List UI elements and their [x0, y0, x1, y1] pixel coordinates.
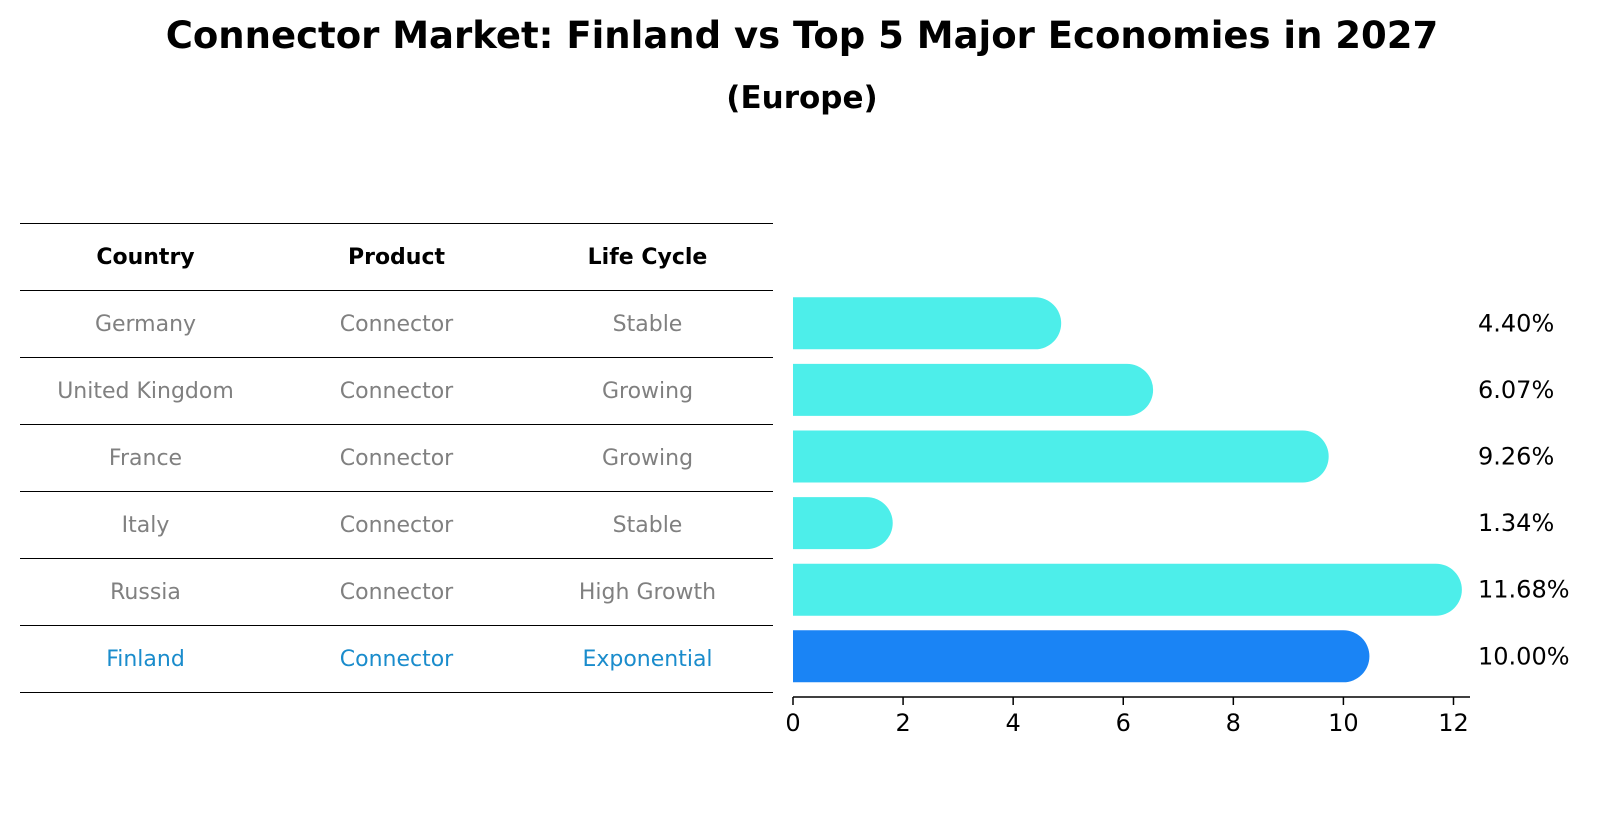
bar-france	[793, 430, 1329, 483]
x-tick-label: 8	[1226, 709, 1241, 737]
cell-product: Connector	[271, 424, 522, 492]
x-tick-label: 2	[895, 709, 910, 737]
country-table: Country Product Life Cycle Germany Conne…	[20, 223, 773, 693]
cell-product: Connector	[271, 625, 522, 693]
chart-title: Connector Market: Finland vs Top 5 Major…	[165, 14, 1439, 57]
chart-subtitle: (Europe)	[726, 80, 878, 116]
cell-life-cycle: High Growth	[522, 558, 773, 626]
cell-product: Connector	[271, 491, 522, 559]
bar-finland	[793, 630, 1370, 683]
cell-country: France	[20, 424, 271, 492]
cell-country: Germany	[20, 290, 271, 358]
cell-life-cycle: Growing	[522, 424, 773, 492]
bar-russia	[793, 563, 1462, 616]
table-row: Russia Connector High Growth	[20, 558, 773, 626]
x-tick-label: 6	[1116, 709, 1131, 737]
cell-product: Connector	[271, 357, 522, 425]
cell-country: Italy	[20, 491, 271, 559]
x-tick-label: 12	[1438, 709, 1469, 737]
value-label-germany: 4.40%	[1478, 309, 1554, 337]
value-label-united-kingdom: 6.07%	[1478, 376, 1554, 404]
x-tick-label: 0	[785, 709, 800, 737]
cell-country: Russia	[20, 558, 271, 626]
table-row: France Connector Growing	[20, 424, 773, 492]
table-header-row: Country Product Life Cycle	[20, 223, 773, 291]
column-header-product: Product	[271, 223, 522, 291]
cell-life-cycle: Exponential	[522, 625, 773, 693]
cell-product: Connector	[271, 558, 522, 626]
cell-product: Connector	[271, 290, 522, 358]
cell-country: Finland	[20, 625, 271, 693]
bar-germany	[793, 297, 1062, 350]
column-header-country: Country	[20, 223, 271, 291]
x-tick-label: 10	[1328, 709, 1359, 737]
bar-united-kingdom	[793, 363, 1154, 416]
table-row: United Kingdom Connector Growing	[20, 357, 773, 425]
table-row: Germany Connector Stable	[20, 290, 773, 358]
cell-life-cycle: Growing	[522, 357, 773, 425]
table-row-highlight: Finland Connector Exponential	[20, 625, 773, 693]
cell-country: United Kingdom	[20, 357, 271, 425]
column-header-life-cycle: Life Cycle	[522, 223, 773, 291]
value-label-russia: 11.68%	[1478, 576, 1570, 604]
bar-italy	[793, 497, 893, 550]
value-label-france: 9.26%	[1478, 443, 1554, 471]
x-tick-label: 4	[1006, 709, 1021, 737]
cell-life-cycle: Stable	[522, 290, 773, 358]
value-label-finland: 10.00%	[1478, 642, 1570, 670]
table-row: Italy Connector Stable	[20, 491, 773, 559]
value-label-italy: 1.34%	[1478, 509, 1554, 537]
cell-life-cycle: Stable	[522, 491, 773, 559]
